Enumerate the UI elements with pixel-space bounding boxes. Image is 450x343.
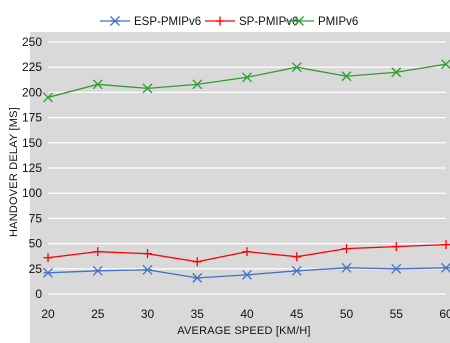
- legend-label: PMIPv6: [318, 16, 358, 28]
- y-tick-label: 175: [22, 111, 42, 125]
- data-point: [292, 252, 302, 262]
- x-tick-label: 45: [290, 307, 304, 321]
- y-tick-label: 125: [22, 161, 42, 175]
- legend-item-pmipv6: PMIPv6: [284, 16, 358, 28]
- x-tick-label: 55: [390, 307, 404, 321]
- data-point: [291, 265, 302, 276]
- data-point: [192, 272, 203, 283]
- series-pmipv6: [43, 59, 450, 103]
- x-tick-label: 60: [439, 307, 450, 321]
- x-tick-label: 30: [141, 307, 155, 321]
- data-point: [92, 265, 103, 276]
- data-point: [142, 264, 153, 275]
- x-tick-label: 25: [91, 307, 105, 321]
- y-tick-label: 0: [35, 287, 42, 301]
- series-layer: [43, 59, 450, 283]
- data-point: [242, 269, 252, 280]
- y-tick-label: 225: [22, 60, 42, 74]
- legend-marker: [215, 16, 225, 26]
- y-axis-title: HANDOVER DELAY [MS]: [8, 107, 20, 237]
- data-point: [441, 59, 450, 70]
- y-tick-label: 100: [22, 186, 42, 200]
- data-point: [43, 92, 53, 103]
- legend-label: SP-PMIPv6: [239, 16, 298, 28]
- y-tick-label: 50: [29, 237, 43, 251]
- data-point: [92, 79, 103, 90]
- data-point: [342, 244, 351, 254]
- x-tick-label: 20: [41, 307, 55, 321]
- y-axis-ticks: 0 25 50 75 100 125 150 175 200 225 250: [22, 35, 42, 301]
- y-tick-label: 250: [22, 35, 42, 49]
- x-tick-label: 35: [191, 307, 205, 321]
- y-tick-label: 200: [22, 85, 42, 99]
- data-point: [341, 262, 352, 273]
- legend-item-esp-pmipv6: ESP-PMIPv6: [100, 16, 201, 28]
- data-point: [142, 83, 153, 94]
- data-point: [192, 79, 203, 90]
- data-point: [242, 72, 252, 83]
- data-point: [391, 242, 401, 252]
- legend-label: ESP-PMIPv6: [134, 16, 201, 28]
- data-point: [242, 247, 252, 257]
- data-point: [441, 262, 450, 273]
- data-point: [291, 62, 302, 73]
- data-point: [143, 249, 152, 259]
- data-point: [391, 67, 402, 78]
- data-point: [441, 240, 450, 250]
- series-esp-pmipv6: [43, 262, 450, 283]
- series-sp-pmipv6: [43, 240, 450, 267]
- data-point: [93, 247, 103, 257]
- x-axis-title: AVERAGE SPEED [KM/H]: [177, 325, 310, 337]
- data-point: [43, 253, 53, 263]
- legend-marker: [110, 16, 120, 26]
- legend: ESP-PMIPv6 SP-PMIPv6 PMIPv6: [100, 16, 358, 28]
- legend-marker: [294, 16, 304, 26]
- x-tick-label: 40: [240, 307, 254, 321]
- data-point: [192, 257, 202, 267]
- legend-item-sp-pmipv6: SP-PMIPv6: [205, 16, 298, 28]
- data-point: [341, 71, 352, 82]
- y-tick-label: 75: [29, 211, 43, 225]
- data-point: [391, 263, 402, 274]
- x-tick-label: 50: [340, 307, 354, 321]
- y-tick-label: 150: [22, 136, 42, 150]
- data-point: [43, 267, 53, 278]
- plot-area: [30, 32, 450, 343]
- x-axis-ticks: 20 25 30 35 40 45 50 55 60: [41, 307, 450, 321]
- y-tick-label: 25: [29, 262, 43, 276]
